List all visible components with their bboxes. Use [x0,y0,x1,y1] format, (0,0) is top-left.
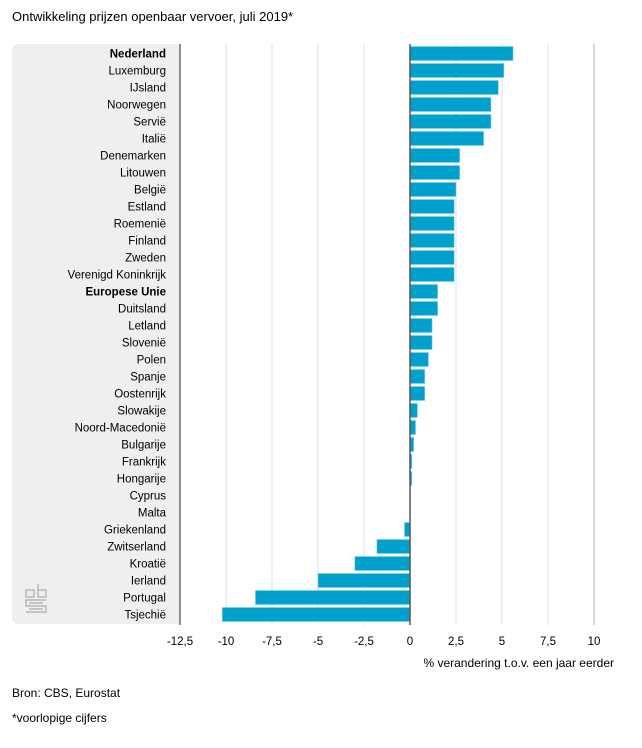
category-label: Kroatië [130,559,166,571]
gridlines [179,44,595,625]
category-label: Servië [133,117,166,129]
category-label: Bulgarije [121,440,166,452]
bar [255,590,411,605]
bar [409,165,460,180]
bar [409,148,460,163]
bar [409,335,433,350]
category-label: Noord-Macedonië [75,423,166,435]
bar [409,267,455,282]
category-label: Roemenië [114,219,166,231]
category-label: Luxemburg [108,66,166,78]
cbs-logo-icon [25,584,47,613]
bar [409,284,438,299]
category-label: Malta [138,508,167,520]
category-label: Zweden [125,253,166,265]
bar [409,250,455,265]
x-tick-label: -2,5 [354,636,374,648]
bar [317,573,411,588]
category-label: Oostenrijk [114,389,166,401]
category-label: Tsjechië [124,610,166,622]
chart-title: Ontwikkeling prijzen openbaar vervoer, j… [12,9,294,24]
bar [409,182,457,197]
bar [409,97,492,112]
category-label: Ierland [131,576,166,588]
bar [404,522,411,537]
category-label: Slovenië [122,338,166,350]
x-tick-label: -12,5 [167,636,193,648]
category-label: IJsland [130,83,166,95]
bar [409,352,429,367]
category-label: Cyprus [130,491,167,503]
bar [409,46,514,61]
bar [409,301,438,316]
category-label: Frankrijk [122,457,166,469]
bar [376,539,411,554]
bar [409,420,416,435]
category-label: Letland [128,321,166,333]
bar [409,114,492,129]
bar-chart: Nederland Luxemburg IJsland Noorwegen Servië… [68,44,601,648]
x-tick-labels: -12,5 -10 -7,5 -5 -2,5 0 2,5 5 7,5 10 [167,636,601,648]
source-note: Bron: CBS, Eurostat [12,686,121,700]
category-labels: Nederland Luxemburg IJsland Noorwegen Servië… [68,49,167,622]
category-label: Griekenland [104,525,166,537]
category-label: Hongarije [117,474,166,486]
category-label: Duitsland [118,304,166,316]
bar [409,369,426,384]
category-label: Estland [128,202,166,214]
category-label: België [134,185,166,197]
category-label: Denemarken [100,151,166,163]
bar [409,80,499,95]
category-label: Nederland [110,49,166,61]
x-tick-label: -5 [313,636,323,648]
bar [409,386,426,401]
bar [409,318,433,333]
bar [409,233,455,248]
category-label-panel [12,44,180,624]
x-tick-label: -7,5 [262,636,282,648]
category-label: Europese Unie [85,287,166,299]
bar [222,607,411,622]
category-label: Italië [142,134,166,146]
category-label: Finland [128,236,166,248]
x-tick-label: 7,5 [540,636,556,648]
bar [409,199,455,214]
category-label: Slowakije [117,406,166,418]
x-axis-label: % verandering t.o.v. een jaar eerder [423,656,614,670]
category-label: Polen [137,355,166,367]
x-tick-label: -10 [218,636,235,648]
x-tick-label: 10 [588,636,601,648]
category-label: Litouwen [120,168,166,180]
bar [409,63,505,78]
x-tick-label: 5 [499,636,505,648]
category-label: Portugal [123,593,166,605]
bars [222,46,514,622]
bar [354,556,411,571]
bar [409,216,455,231]
category-label: Zwitserland [107,542,166,554]
bar [409,403,418,418]
bar [409,131,484,146]
category-label: Noorwegen [107,100,166,112]
x-tick-label: 0 [407,636,413,648]
footnote: *voorlopige cijfers [12,711,107,725]
x-tick-label: 2,5 [448,636,464,648]
category-label: Spanje [130,372,166,384]
category-label: Verenigd Koninkrijk [68,270,167,282]
